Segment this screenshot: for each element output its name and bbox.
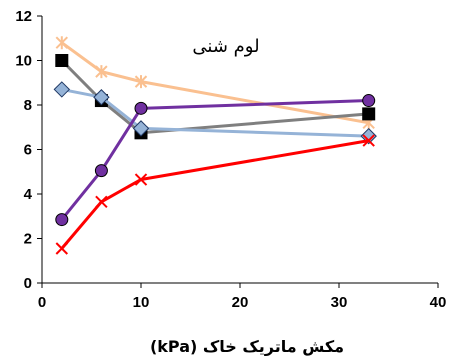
y-tick-label: 12 xyxy=(15,8,32,25)
x-marker xyxy=(362,134,375,147)
x-tick-label: 0 xyxy=(38,294,46,311)
asterisk-marker xyxy=(95,65,108,79)
y-tick-label: 10 xyxy=(15,53,32,70)
circle-marker xyxy=(94,164,108,178)
y-tick-label: 8 xyxy=(24,97,32,114)
diamond-marker xyxy=(132,120,150,137)
asterisk-marker xyxy=(55,36,69,50)
circle-marker xyxy=(134,101,148,115)
series-4 xyxy=(55,94,376,227)
series-line xyxy=(60,99,369,221)
x-marker xyxy=(95,195,108,208)
x-marker xyxy=(134,173,148,186)
y-tick-label: 4 xyxy=(24,186,33,203)
series-layer xyxy=(53,36,377,255)
series-line xyxy=(61,87,369,138)
diamond-marker xyxy=(93,89,110,106)
series-line xyxy=(60,59,369,135)
x-tick-label: 30 xyxy=(331,294,348,311)
series-line xyxy=(60,41,369,125)
circle-marker xyxy=(362,94,376,108)
y-tick-label: 0 xyxy=(24,275,32,292)
x-tick-label: 10 xyxy=(133,294,150,311)
square-marker xyxy=(55,54,69,67)
x-marker xyxy=(55,242,69,255)
diamond-marker xyxy=(53,81,71,98)
x-axis-label: مکش ماتریک خاک (kPa) xyxy=(150,337,344,356)
y-tick-label: 6 xyxy=(24,142,32,159)
x-tick-label: 20 xyxy=(232,294,249,311)
series-line xyxy=(60,139,369,250)
x-tick-label: 40 xyxy=(430,294,447,311)
axes: 0 2 4 6 8 10 12 0 10 20 30 40 xyxy=(15,8,446,311)
circle-marker xyxy=(55,213,69,227)
series-3 xyxy=(53,81,377,145)
square-marker xyxy=(362,107,376,121)
series-5 xyxy=(55,134,375,255)
y-tick-label: 2 xyxy=(24,231,32,248)
chart-annotation: لوم شنی xyxy=(192,36,259,57)
asterisk-marker xyxy=(134,75,148,89)
